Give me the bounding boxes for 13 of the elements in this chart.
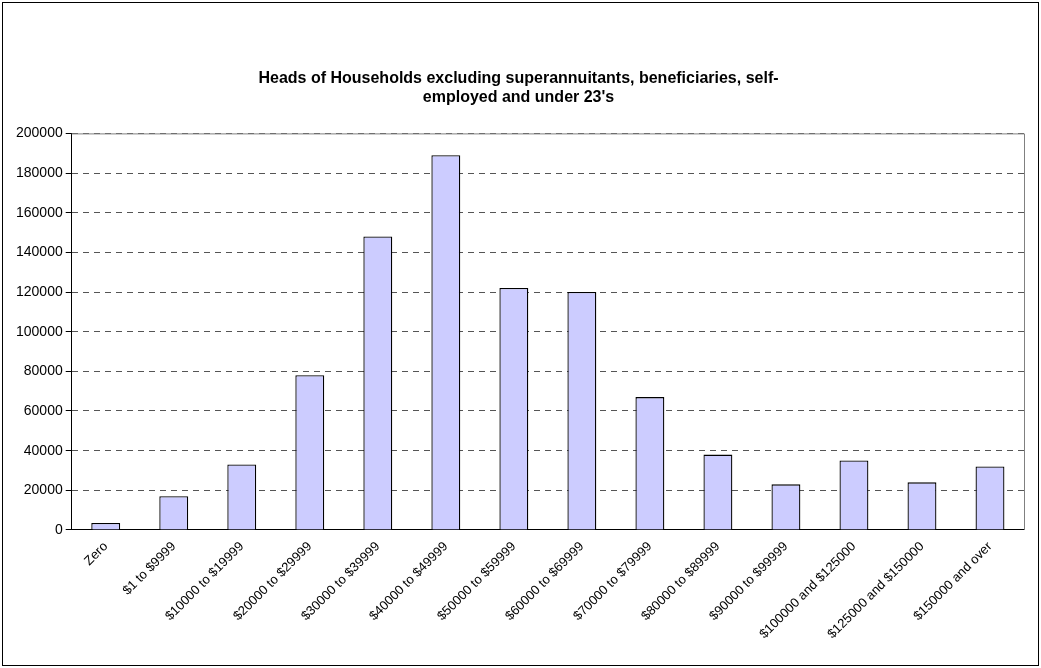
y-tick-label: 60000 [23,401,63,418]
y-tick-label: 80000 [23,362,63,379]
y-tick-label: 20000 [23,481,63,498]
text: Heads of Households excluding superannuitants, beneficiaries, self- [258,69,779,87]
y-tick-label: 160000 [16,203,63,220]
y-tick-label: 40000 [23,441,63,458]
y-tick-label: 140000 [16,243,63,260]
y-tick-label: 100000 [16,322,63,339]
y-tick-label: 200000 [16,124,63,141]
text: employed and under 23's [422,88,615,106]
y-tick-label: 180000 [16,163,63,180]
y-tick-label: 0 [54,520,63,537]
y-tick-label: 120000 [16,282,63,299]
